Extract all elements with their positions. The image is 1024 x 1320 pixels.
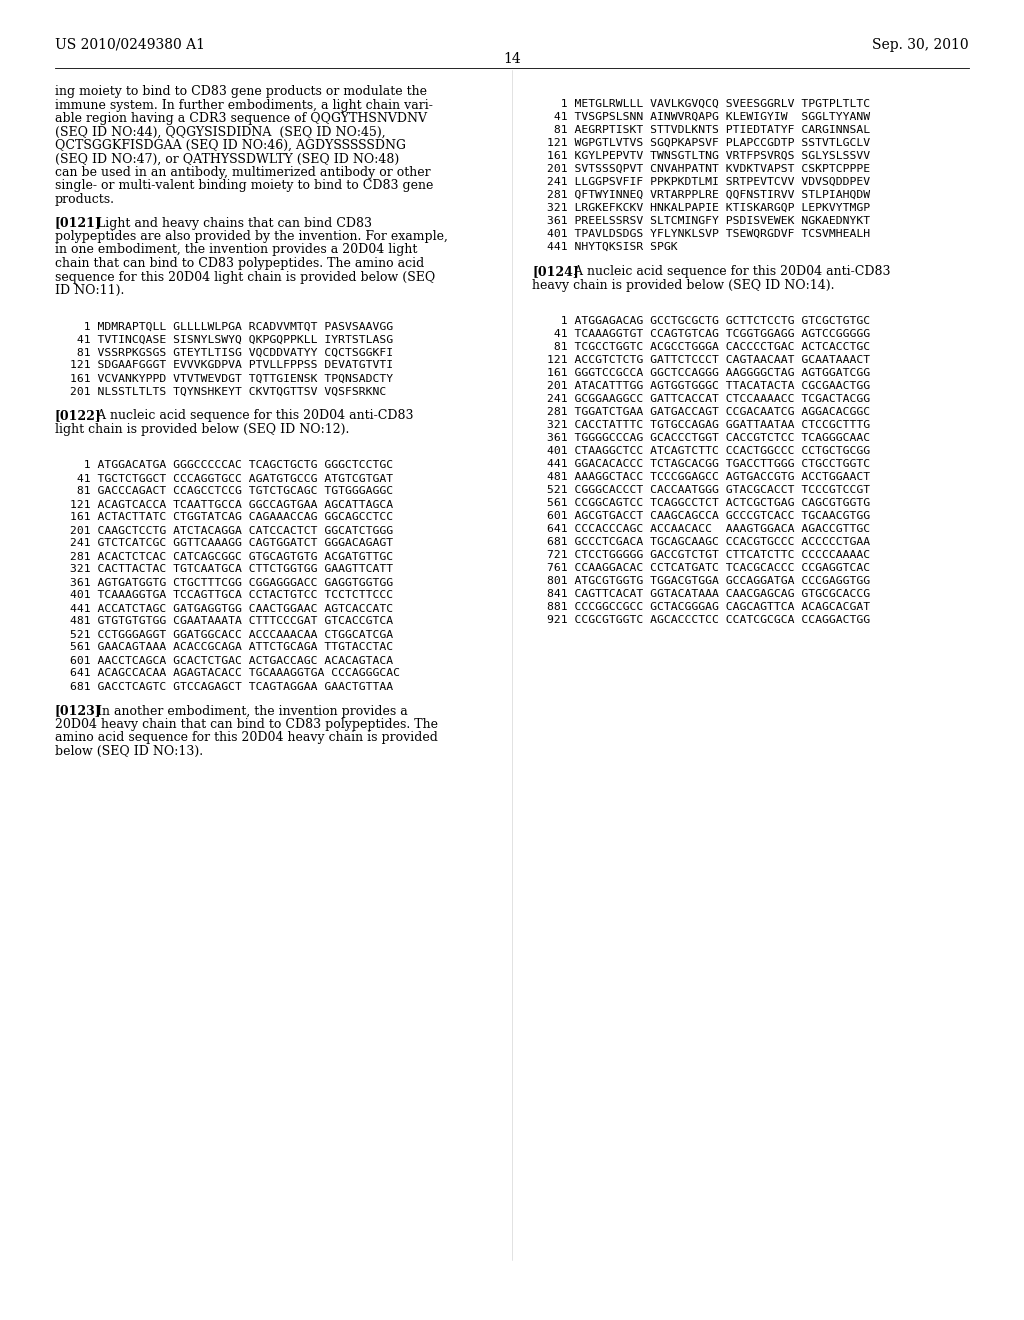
Text: 201 CAAGCTCCTG ATCTACAGGA CATCCACTCT GGCATCTGGG: 201 CAAGCTCCTG ATCTACAGGA CATCCACTCT GGC… xyxy=(70,525,393,536)
Text: 681 GACCTCAGTC GTCCAGAGCT TCAGTAGGAA GAACTGTTAA: 681 GACCTCAGTC GTCCAGAGCT TCAGTAGGAA GAA… xyxy=(70,681,393,692)
Text: 81 VSSRPKGSGS GTEYTLTISG VQCDDVATYY CQCTSGGKFI: 81 VSSRPKGSGS GTEYTLTISG VQCDDVATYY CQCT… xyxy=(70,347,393,358)
Text: (SEQ ID NO:44), QQGYSISDIDNA  (SEQ ID NO:45),: (SEQ ID NO:44), QQGYSISDIDNA (SEQ ID NO:… xyxy=(55,125,386,139)
Text: 721 CTCCTGGGGG GACCGTCTGT CTTCATCTTC CCCCCAAAAC: 721 CTCCTGGGGG GACCGTCTGT CTTCATCTTC CCC… xyxy=(547,550,870,560)
Text: 441 NHYTQKSISR SPGK: 441 NHYTQKSISR SPGK xyxy=(547,242,678,252)
Text: 1 METGLRWLLL VAVLKGVQCQ SVEESGGRLV TPGTPLTLTC: 1 METGLRWLLL VAVLKGVQCQ SVEESGGRLV TPGTP… xyxy=(547,99,870,110)
Text: 321 CACCTATTTC TGTGCCAGAG GGATTAATAA CTCCGCTTTG: 321 CACCTATTTC TGTGCCAGAG GGATTAATAA CTC… xyxy=(547,420,870,430)
Text: 281 QFTWYINNEQ VRTARPPLRE QQFNSTIRVV STLPIAHQDW: 281 QFTWYINNEQ VRTARPPLRE QQFNSTIRVV STL… xyxy=(547,190,870,201)
Text: 161 VCVANKYPPD VTVTWEVDGT TQTTGIENSK TPQNSADCTY: 161 VCVANKYPPD VTVTWEVDGT TQTTGIENSK TPQ… xyxy=(70,374,393,384)
Text: 161 KGYLPEPVTV TWNSGTLTNG VRTFPSVRQS SGLYSLSSVV: 161 KGYLPEPVTV TWNSGTLTNG VRTFPSVRQS SGL… xyxy=(547,150,870,161)
Text: 41 TVSGPSLSNN AINWVRQAPG KLEWIGYIW  SGGLTYYANW: 41 TVSGPSLSNN AINWVRQAPG KLEWIGYIW SGGLT… xyxy=(547,112,870,121)
Text: 921 CCGCGTGGTC AGCACCCTCC CCATCGCGCA CCAGGACTGG: 921 CCGCGTGGTC AGCACCCTCC CCATCGCGCA CCA… xyxy=(547,615,870,624)
Text: 121 ACCGTCTCTG GATTCTCCCT CAGTAACAAT GCAATAAACT: 121 ACCGTCTCTG GATTCTCCCT CAGTAACAAT GCA… xyxy=(547,355,870,366)
Text: products.: products. xyxy=(55,193,115,206)
Text: 561 CCGGCAGTCC TCAGGCCTCT ACTCGCTGAG CAGCGTGGTG: 561 CCGGCAGTCC TCAGGCCTCT ACTCGCTGAG CAG… xyxy=(547,498,870,508)
Text: 321 CACTTACTAC TGTCAATGCA CTTCTGGTGG GAAGTTCATT: 321 CACTTACTAC TGTCAATGCA CTTCTGGTGG GAA… xyxy=(70,565,393,574)
Text: 81 TCGCCTGGTC ACGCCTGGGA CACCCCTGAC ACTCACCTGC: 81 TCGCCTGGTC ACGCCTGGGA CACCCCTGAC ACTC… xyxy=(547,342,870,352)
Text: below (SEQ ID NO:13).: below (SEQ ID NO:13). xyxy=(55,744,203,758)
Text: can be used in an antibody, multimerized antibody or other: can be used in an antibody, multimerized… xyxy=(55,166,431,180)
Text: 81 AEGRPTISKT STTVDLKNTS PTIEDTATYF CARGINNSAL: 81 AEGRPTISKT STTVDLKNTS PTIEDTATYF CARG… xyxy=(547,125,870,135)
Text: A nucleic acid sequence for this 20D04 anti-CD83: A nucleic acid sequence for this 20D04 a… xyxy=(566,265,891,279)
Text: US 2010/0249380 A1: US 2010/0249380 A1 xyxy=(55,38,205,51)
Text: immune system. In further embodiments, a light chain vari-: immune system. In further embodiments, a… xyxy=(55,99,433,111)
Text: polypeptides are also provided by the invention. For example,: polypeptides are also provided by the in… xyxy=(55,230,447,243)
Text: 41 TCAAAGGTGT CCAGTGTCAG TCGGTGGAGG AGTCCGGGGG: 41 TCAAAGGTGT CCAGTGTCAG TCGGTGGAGG AGTC… xyxy=(547,329,870,339)
Text: 1 ATGGAGACAG GCCTGCGCTG GCTTCTCCTG GTCGCTGTGC: 1 ATGGAGACAG GCCTGCGCTG GCTTCTCCTG GTCGC… xyxy=(547,315,870,326)
Text: 1 MDMRAPTQLL GLLLLWLPGA RCADVVMTQT PASVSAAVGG: 1 MDMRAPTQLL GLLLLWLPGA RCADVVMTQT PASVS… xyxy=(70,322,393,331)
Text: In another embodiment, the invention provides a: In another embodiment, the invention pro… xyxy=(89,705,408,718)
Text: 521 CGGGCACCCT CACCAATGGG GTACGCACCT TCCCGTCCGT: 521 CGGGCACCCT CACCAATGGG GTACGCACCT TCC… xyxy=(547,484,870,495)
Text: heavy chain is provided below (SEQ ID NO:14).: heavy chain is provided below (SEQ ID NO… xyxy=(532,279,835,292)
Text: 481 AAAGGCTACC TCCCGGAGCC AGTGACCGTG ACCTGGAACT: 481 AAAGGCTACC TCCCGGAGCC AGTGACCGTG ACC… xyxy=(547,473,870,482)
Text: 121 WGPGTLVTVS SGQPKAPSVF PLAPCCGDTP SSTVTLGCLV: 121 WGPGTLVTVS SGQPKAPSVF PLAPCCGDTP SST… xyxy=(547,139,870,148)
Text: 201 ATACATTTGG AGTGGTGGGC TTACATACTA CGCGAACTGG: 201 ATACATTTGG AGTGGTGGGC TTACATACTA CGC… xyxy=(547,381,870,391)
Text: 241 GTCTCATCGC GGTTCAAAGG CAGTGGATCT GGGACAGAGT: 241 GTCTCATCGC GGTTCAAAGG CAGTGGATCT GGG… xyxy=(70,539,393,549)
Text: 441 ACCATCTAGC GATGAGGTGG CAACTGGAAC AGTCACCATC: 441 ACCATCTAGC GATGAGGTGG CAACTGGAAC AGT… xyxy=(70,603,393,614)
Text: ID NO:11).: ID NO:11). xyxy=(55,284,124,297)
Text: 401 CTAAGGCTCC ATCAGTCTTC CCACTGGCCC CCTGCTGCGG: 401 CTAAGGCTCC ATCAGTCTTC CCACTGGCCC CCT… xyxy=(547,446,870,455)
Text: sequence for this 20D04 light chain is provided below (SEQ: sequence for this 20D04 light chain is p… xyxy=(55,271,435,284)
Text: 161 ACTACTTATC CTGGTATCAG CAGAAACCAG GGCAGCCTCC: 161 ACTACTTATC CTGGTATCAG CAGAAACCAG GGC… xyxy=(70,512,393,523)
Text: [0123]: [0123] xyxy=(55,705,101,718)
Text: 201 SVTSSSQPVT CNVAHPATNT KVDKTVAPST CSKPTCPPPE: 201 SVTSSSQPVT CNVAHPATNT KVDKTVAPST CSK… xyxy=(547,164,870,174)
Text: light chain is provided below (SEQ ID NO:12).: light chain is provided below (SEQ ID NO… xyxy=(55,422,349,436)
Text: 201 NLSSTLTLTS TQYNSHKEYT CKVTQGTTSV VQSFSRKNC: 201 NLSSTLTLTS TQYNSHKEYT CKVTQGTTSV VQS… xyxy=(70,387,386,396)
Text: [0124]: [0124] xyxy=(532,265,579,279)
Text: 14: 14 xyxy=(503,51,521,66)
Text: 641 CCCACCCAGC ACCAACACC  AAAGTGGACA AGACCGTTGC: 641 CCCACCCAGC ACCAACACC AAAGTGGACA AGAC… xyxy=(547,524,870,535)
Text: 521 CCTGGGAGGT GGATGGCACC ACCCAAACAA CTGGCATCGA: 521 CCTGGGAGGT GGATGGCACC ACCCAAACAA CTG… xyxy=(70,630,393,639)
Text: 20D04 heavy chain that can bind to CD83 polypeptides. The: 20D04 heavy chain that can bind to CD83 … xyxy=(55,718,438,731)
Text: 241 LLGGPSVFIF PPKPKDTLMI SRTPEVTCVV VDVSQDDPEV: 241 LLGGPSVFIF PPKPKDTLMI SRTPEVTCVV VDV… xyxy=(547,177,870,187)
Text: 601 AACCTCAGCA GCACTCTGAC ACTGACCAGC ACACAGTACA: 601 AACCTCAGCA GCACTCTGAC ACTGACCAGC ACA… xyxy=(70,656,393,665)
Text: A nucleic acid sequence for this 20D04 anti-CD83: A nucleic acid sequence for this 20D04 a… xyxy=(89,409,414,422)
Text: 881 CCCGGCCGCC GCTACGGGAG CAGCAGTTCA ACAGCACGAT: 881 CCCGGCCGCC GCTACGGGAG CAGCAGTTCA ACA… xyxy=(547,602,870,612)
Text: (SEQ ID NO:47), or QATHYSSDWLTY (SEQ ID NO:48): (SEQ ID NO:47), or QATHYSSDWLTY (SEQ ID … xyxy=(55,153,399,165)
Text: 1 ATGGACATGA GGGCCCCCAC TCAGCTGCTG GGGCTCCTGC: 1 ATGGACATGA GGGCCCCCAC TCAGCTGCTG GGGCT… xyxy=(70,461,393,470)
Text: 321 LRGKEFKCKV HNKALPAPIE KTISKARGQP LEPKVYTMGP: 321 LRGKEFKCKV HNKALPAPIE KTISKARGQP LEP… xyxy=(547,203,870,213)
Text: 121 SDGAAFGGGT EVVVKGDPVA PTVLLFPPSS DEVATGTVTI: 121 SDGAAFGGGT EVVVKGDPVA PTVLLFPPSS DEV… xyxy=(70,360,393,371)
Text: 401 TPAVLDSDGS YFLYNKLSVP TSEWQRGDVF TCSVMHEALH: 401 TPAVLDSDGS YFLYNKLSVP TSEWQRGDVF TCS… xyxy=(547,228,870,239)
Text: in one embodiment, the invention provides a 20D04 light: in one embodiment, the invention provide… xyxy=(55,243,418,256)
Text: [0121]: [0121] xyxy=(55,216,101,230)
Text: 801 ATGCGTGGTG TGGACGTGGA GCCAGGATGA CCCGAGGTGG: 801 ATGCGTGGTG TGGACGTGGA GCCAGGATGA CCC… xyxy=(547,576,870,586)
Text: 641 ACAGCCACAA AGAGTACACC TGCAAAGGTGA CCCAGGGCAC: 641 ACAGCCACAA AGAGTACACC TGCAAAGGTGA CC… xyxy=(70,668,400,678)
Text: 41 TGCTCTGGCT CCCAGGTGCC AGATGTGCCG ATGTCGTGAT: 41 TGCTCTGGCT CCCAGGTGCC AGATGTGCCG ATGT… xyxy=(70,474,393,483)
Text: single- or multi-valent binding moiety to bind to CD83 gene: single- or multi-valent binding moiety t… xyxy=(55,180,433,193)
Text: 361 TGGGGCCCAG GCACCCTGGT CACCGTCTCC TCAGGGCAAC: 361 TGGGGCCCAG GCACCCTGGT CACCGTCTCC TCA… xyxy=(547,433,870,444)
Text: 241 GCGGAAGGCC GATTCACCAT CTCCAAAACC TCGACTACGG: 241 GCGGAAGGCC GATTCACCAT CTCCAAAACC TCG… xyxy=(547,393,870,404)
Text: 561 GAACAGTAAA ACACCGCAGA ATTCTGCAGA TTGTACCTAC: 561 GAACAGTAAA ACACCGCAGA ATTCTGCAGA TTG… xyxy=(70,643,393,652)
Text: 401 TCAAAGGTGA TCCAGTTGCA CCTACTGTCC TCCTCTTCCC: 401 TCAAAGGTGA TCCAGTTGCA CCTACTGTCC TCC… xyxy=(70,590,393,601)
Text: 681 GCCCTCGACA TGCAGCAAGC CCACGTGCCC ACCCCCTGAA: 681 GCCCTCGACA TGCAGCAAGC CCACGTGCCC ACC… xyxy=(547,537,870,546)
Text: Light and heavy chains that can bind CD83: Light and heavy chains that can bind CD8… xyxy=(89,216,372,230)
Text: 441 GGACACACCC TCTAGCACGG TGACCTTGGG CTGCCTGGTC: 441 GGACACACCC TCTAGCACGG TGACCTTGGG CTG… xyxy=(547,459,870,469)
Text: 81 GACCCAGACT CCAGCCTCCG TGTCTGCAGC TGTGGGAGGC: 81 GACCCAGACT CCAGCCTCCG TGTCTGCAGC TGTG… xyxy=(70,487,393,496)
Text: [0122]: [0122] xyxy=(55,409,101,422)
Text: 281 TGGATCTGAA GATGACCAGT CCGACAATCG AGGACACGGC: 281 TGGATCTGAA GATGACCAGT CCGACAATCG AGG… xyxy=(547,407,870,417)
Text: 601 AGCGTGACCT CAAGCAGCCA GCCCGTCACC TGCAACGTGG: 601 AGCGTGACCT CAAGCAGCCA GCCCGTCACC TGC… xyxy=(547,511,870,521)
Text: chain that can bind to CD83 polypeptides. The amino acid: chain that can bind to CD83 polypeptides… xyxy=(55,257,424,271)
Text: Sep. 30, 2010: Sep. 30, 2010 xyxy=(872,38,969,51)
Text: 841 CAGTTCACAT GGTACATAAA CAACGAGCAG GTGCGCACCG: 841 CAGTTCACAT GGTACATAAA CAACGAGCAG GTG… xyxy=(547,589,870,599)
Text: 41 TVTINCQASE SISNYLSWYQ QKPGQPPKLL IYRTSTLASG: 41 TVTINCQASE SISNYLSWYQ QKPGQPPKLL IYRT… xyxy=(70,334,393,345)
Text: 281 ACACTCTCAC CATCAGCGGC GTGCAGTGTG ACGATGTTGC: 281 ACACTCTCAC CATCAGCGGC GTGCAGTGTG ACG… xyxy=(70,552,393,561)
Text: 481 GTGTGTGTGG CGAATAAATA CTTTCCCGAT GTCACCGTCA: 481 GTGTGTGTGG CGAATAAATA CTTTCCCGAT GTC… xyxy=(70,616,393,627)
Text: QCTSGGKFISDGAA (SEQ ID NO:46), AGDYSSSSSDNG: QCTSGGKFISDGAA (SEQ ID NO:46), AGDYSSSSS… xyxy=(55,139,406,152)
Text: 161 GGGTCCGCCA GGCTCCAGGG AAGGGGCTAG AGTGGATCGG: 161 GGGTCCGCCA GGCTCCAGGG AAGGGGCTAG AGT… xyxy=(547,368,870,378)
Text: able region having a CDR3 sequence of QQGYTHSNVDNV: able region having a CDR3 sequence of QQ… xyxy=(55,112,427,125)
Text: amino acid sequence for this 20D04 heavy chain is provided: amino acid sequence for this 20D04 heavy… xyxy=(55,731,438,744)
Text: 761 CCAAGGACAC CCTCATGATC TCACGCACCC CCGAGGTCAC: 761 CCAAGGACAC CCTCATGATC TCACGCACCC CCG… xyxy=(547,564,870,573)
Text: ing moiety to bind to CD83 gene products or modulate the: ing moiety to bind to CD83 gene products… xyxy=(55,84,427,98)
Text: 361 AGTGATGGTG CTGCTTTCGG CGGAGGGACC GAGGTGGTGG: 361 AGTGATGGTG CTGCTTTCGG CGGAGGGACC GAG… xyxy=(70,578,393,587)
Text: 361 PREELSSRSV SLTCMINGFY PSDISVEWEK NGKAEDNYKT: 361 PREELSSRSV SLTCMINGFY PSDISVEWEK NGK… xyxy=(547,216,870,226)
Text: 121 ACAGTCACCA TCAATTGCCA GGCCAGTGAA AGCATTAGCA: 121 ACAGTCACCA TCAATTGCCA GGCCAGTGAA AGC… xyxy=(70,499,393,510)
